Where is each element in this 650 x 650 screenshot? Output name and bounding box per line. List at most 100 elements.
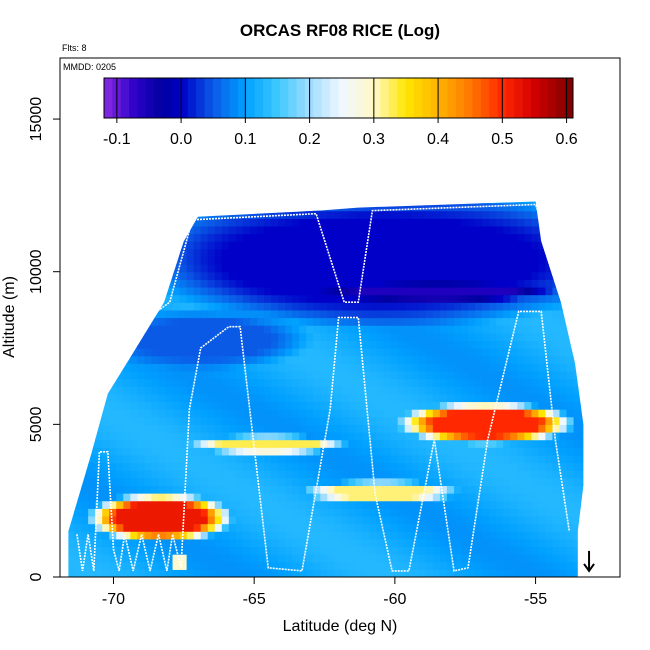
heatmap-cell — [299, 286, 307, 296]
heatmap-cell — [411, 554, 420, 563]
heatmap-cell — [573, 241, 582, 250]
heatmap-cell — [306, 462, 314, 471]
heatmap-cell — [573, 264, 582, 273]
heatmap-cell — [510, 363, 518, 372]
heatmap-cell — [278, 286, 286, 296]
heatmap-cell — [116, 546, 124, 555]
heatmap-cell — [580, 439, 584, 448]
heatmap-cell — [60, 218, 68, 226]
heatmap-cell — [207, 363, 216, 372]
heatmap-cell — [130, 241, 138, 250]
heatmap-cell — [355, 332, 364, 341]
heatmap-cell — [446, 201, 455, 204]
heatmap-cell — [200, 569, 209, 577]
heatmap-cell — [334, 401, 343, 410]
heatmap-cell — [151, 554, 160, 563]
heatmap-cell — [348, 378, 357, 387]
heatmap-cell — [404, 378, 413, 387]
heatmap-cell — [383, 201, 392, 204]
heatmap-cell — [453, 561, 462, 570]
heatmap-cell — [271, 317, 279, 326]
heatmap-cell — [482, 401, 490, 410]
heatmap-cell — [348, 416, 357, 425]
heatmap-cell — [595, 333, 603, 341]
heatmap-cell — [207, 538, 216, 548]
heatmap-cell — [179, 325, 188, 334]
heatmap-cell — [552, 546, 561, 555]
heatmap-cell — [376, 264, 385, 273]
heatmap-cell — [88, 264, 96, 273]
heatmap-cell — [81, 233, 89, 242]
heatmap-cell — [249, 561, 258, 570]
heatmap-cell — [411, 203, 420, 212]
heatmap-cell — [609, 188, 617, 196]
heatmap-cell — [68, 531, 75, 540]
heatmap-cell — [88, 531, 96, 540]
heatmap-cell — [482, 538, 490, 548]
heatmap-cell — [95, 523, 103, 532]
heatmap-cell — [306, 309, 314, 319]
heatmap-cell — [292, 523, 300, 532]
heatmap-cell — [74, 210, 82, 219]
heatmap-cell — [461, 294, 469, 303]
heatmap-cell — [418, 286, 427, 296]
heatmap-cell — [81, 386, 89, 395]
heatmap-cell — [503, 302, 511, 311]
heatmap-cell — [278, 225, 286, 235]
heatmap-cell — [151, 203, 160, 212]
heatmap-cell — [278, 218, 286, 227]
heatmap-cell — [193, 210, 202, 219]
colorbar-segment — [279, 78, 289, 118]
heatmap-cell — [580, 241, 584, 250]
heatmap-cell — [362, 386, 371, 395]
heatmap-cell — [588, 287, 596, 295]
heatmap-cell — [468, 569, 476, 577]
heatmap-cell — [193, 370, 202, 380]
heatmap-cell — [228, 439, 237, 448]
heatmap-cell — [186, 454, 195, 464]
heatmap-cell — [102, 218, 110, 227]
heatmap-cell — [461, 462, 469, 471]
heatmap-cell — [228, 493, 237, 502]
heatmap-cell — [172, 409, 181, 418]
heatmap-cell — [602, 295, 610, 303]
heatmap-cell — [552, 401, 561, 410]
heatmap-cell — [425, 538, 434, 548]
heatmap-cell — [341, 454, 350, 464]
heatmap-cell — [186, 386, 195, 395]
heatmap-cell — [609, 195, 617, 203]
heatmap-cell — [271, 416, 279, 425]
heatmap-cell — [573, 317, 582, 326]
heatmap-cell — [264, 447, 272, 456]
heatmap-cell — [446, 256, 455, 265]
heatmap-cell — [109, 561, 117, 570]
heatmap-cell — [580, 531, 584, 540]
heatmap-cell — [299, 264, 307, 273]
heatmap-cell — [510, 485, 518, 494]
heatmap-cell — [369, 348, 378, 357]
heatmap-cell — [355, 477, 364, 487]
heatmap-cell — [313, 470, 321, 479]
heatmap-cell — [137, 431, 146, 441]
heatmap-cell — [573, 409, 582, 418]
heatmap-cell — [482, 409, 490, 418]
heatmap-cell — [320, 409, 328, 418]
heatmap-cell — [144, 447, 153, 456]
heatmap-cell — [102, 363, 110, 372]
heatmap-cell — [123, 439, 131, 448]
heatmap-cell — [116, 470, 124, 479]
heatmap-cell — [348, 271, 357, 280]
heatmap-cell — [517, 325, 525, 334]
heatmap-cell — [81, 493, 89, 502]
heatmap-cell — [144, 538, 153, 548]
heatmap-cell — [355, 431, 364, 441]
heatmap-cell — [249, 477, 258, 487]
heatmap-cell — [95, 515, 103, 525]
heatmap-cell — [228, 431, 237, 441]
heatmap-cell — [538, 370, 547, 380]
heatmap-cell — [552, 515, 561, 525]
heatmap-cell — [531, 378, 539, 387]
heatmap-cell — [179, 271, 188, 280]
heatmap-cell — [475, 279, 483, 288]
heatmap-cell — [468, 201, 476, 204]
